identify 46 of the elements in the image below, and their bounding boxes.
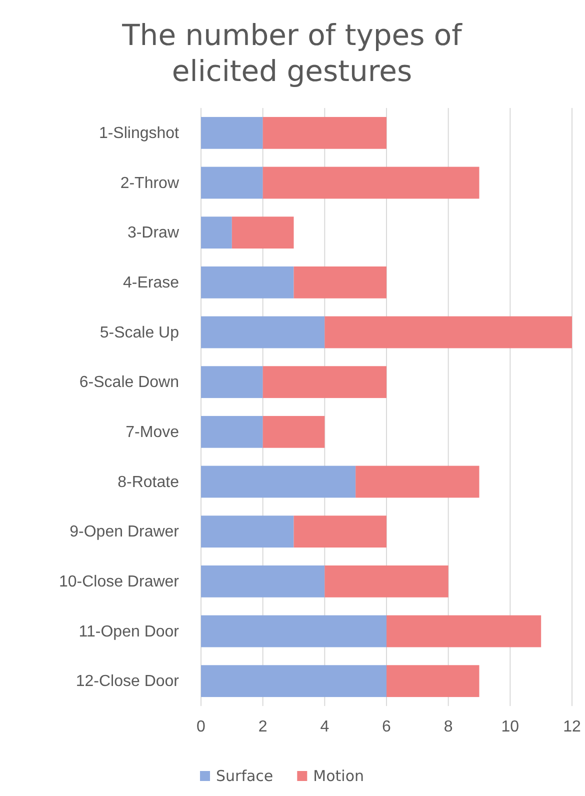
x-tick-label: 6 (382, 718, 392, 736)
bar (262, 166, 480, 199)
x-tick-label: 0 (196, 718, 206, 736)
y-tick-label: 8-Rotate (118, 474, 180, 491)
bar (386, 665, 480, 698)
y-tick-label: 12-Close Door (76, 673, 180, 690)
bar (201, 116, 263, 149)
bar (201, 366, 263, 398)
y-tick-label: 5-Scale Up (100, 324, 180, 342)
bar (294, 266, 386, 298)
bar (324, 316, 572, 348)
y-tick-label: 4-Erase (122, 274, 180, 292)
x-tick-label: 8 (444, 718, 453, 736)
bar (201, 665, 386, 698)
bar (356, 466, 480, 498)
bar (201, 316, 325, 348)
bar (201, 615, 386, 648)
bar (262, 116, 386, 149)
bar (262, 366, 386, 398)
x-tick-label: 10 (501, 718, 520, 736)
bar (201, 166, 263, 199)
x-tick-label: 2 (258, 718, 268, 736)
bar (201, 565, 325, 598)
y-tick-label: 7-Move (126, 424, 180, 442)
x-tick-label: 12 (563, 718, 581, 736)
y-tick-label: 11-Open Door (78, 623, 180, 640)
bar (294, 516, 386, 548)
bar (201, 466, 356, 498)
y-tick-label: 1-Slingshot (98, 125, 180, 142)
bar (232, 216, 294, 249)
y-tick-label: 3-Draw (127, 224, 180, 242)
bar (201, 266, 294, 298)
y-tick-label: 2-Throw (120, 174, 180, 192)
x-tick-label: 4 (320, 718, 330, 736)
chart-title: The number of types of elicited gestures (121, 18, 463, 88)
legend-label: Surface (216, 767, 274, 785)
bar (386, 615, 542, 648)
y-tick-label: 9-Open Drawer (70, 524, 180, 541)
legend-label: Motion (313, 767, 364, 785)
bar (201, 516, 294, 548)
bar (262, 416, 325, 448)
bar (324, 565, 448, 598)
bar (201, 416, 263, 448)
bar (201, 216, 232, 249)
y-tick-label: 6-Scale Down (79, 374, 179, 392)
y-tick-label: 10-Close Drawer (58, 574, 180, 591)
